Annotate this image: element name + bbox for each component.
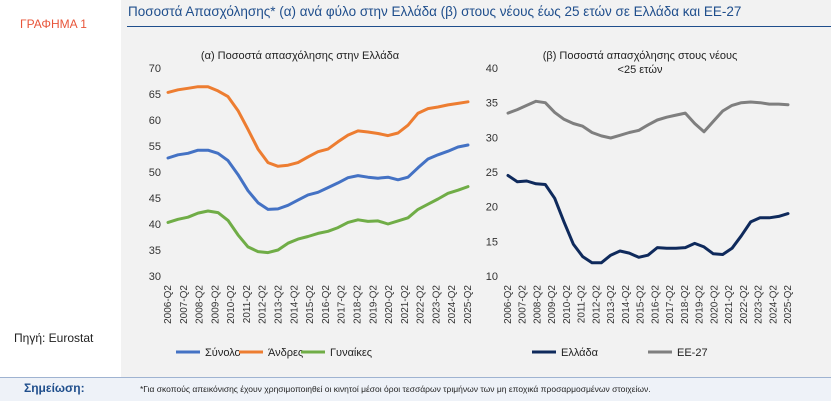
- x-tick-label: 2024-Q2: [768, 285, 779, 324]
- panel-a-title: (α) Ποσοστά απασχόλησης στην Ελλάδα: [201, 50, 400, 62]
- series-line-total: [166, 143, 470, 211]
- x-tick-label: 2022-Q2: [739, 285, 750, 324]
- y-tick-label: 35: [149, 245, 161, 257]
- x-tick-label: 2018-Q2: [680, 285, 691, 324]
- x-tick-label: 2007-Q2: [518, 285, 529, 324]
- main-panel: [121, 0, 831, 377]
- x-tick-label: 2007-Q2: [179, 285, 190, 324]
- title-divider: [127, 26, 831, 27]
- y-tick-label: 15: [486, 236, 498, 248]
- x-tick-label: 2023-Q2: [431, 285, 442, 324]
- y-tick-label: 30: [486, 132, 498, 144]
- left-panel: [0, 0, 121, 377]
- y-tick-label: 50: [149, 167, 161, 179]
- x-tick-label: 2006-Q2: [503, 285, 514, 324]
- x-tick-label: 2018-Q2: [352, 285, 363, 324]
- x-tick-label: 2012-Q2: [258, 285, 269, 324]
- y-tick-label: 40: [149, 219, 161, 231]
- x-tick-label: 2010-Q2: [226, 285, 237, 324]
- x-tick-label: 2019-Q2: [368, 285, 379, 324]
- y-tick-label: 40: [486, 63, 498, 75]
- y-tick-label: 20: [486, 202, 498, 214]
- y-tick-label: 65: [149, 89, 161, 101]
- x-tick-label: 2015-Q2: [636, 285, 647, 324]
- x-tick-label: 2015-Q2: [305, 285, 316, 324]
- legend-label: Γυναίκες: [330, 347, 372, 359]
- x-tick-label: 2013-Q2: [606, 285, 617, 324]
- y-tick-label: 30: [149, 271, 161, 283]
- charts-svg: (α) Ποσοστά απασχόλησης στην Ελλάδα 70 65 6…: [149, 50, 794, 359]
- x-tick-label: 2013-Q2: [274, 285, 285, 324]
- figure-title: Ποσοστά Απασχόλησης* (α) ανά φύλο στην Ε…: [128, 4, 742, 19]
- x-tick-label: 2025-Q2: [783, 285, 794, 324]
- y-tick-label: 70: [149, 63, 161, 75]
- x-tick-label: 2021-Q2: [724, 285, 735, 324]
- x-tick-label: 2016-Q2: [321, 285, 332, 324]
- series-line-men: [166, 85, 470, 168]
- x-tick-label: 2008-Q2: [532, 285, 543, 324]
- y-tick-label: 10: [486, 271, 498, 283]
- x-tick-label: 2010-Q2: [562, 285, 573, 324]
- x-tick-label: 2021-Q2: [400, 285, 411, 324]
- panel-b-title: (β) Ποσοστά απασχόλησης στους νέους: [543, 50, 738, 62]
- x-tick-label: 2009-Q2: [547, 285, 558, 324]
- x-tick-label: 2008-Q2: [195, 285, 206, 324]
- x-tick-label: 2024-Q2: [447, 285, 458, 324]
- x-tick-label: 2012-Q2: [591, 285, 602, 324]
- y-tick-label: 35: [486, 98, 498, 110]
- x-tick-label: 2017-Q2: [665, 285, 676, 324]
- series-line-greece: [506, 174, 790, 265]
- x-tick-label: 2011-Q2: [242, 285, 253, 324]
- x-tick-label: 2006-Q2: [163, 285, 174, 324]
- x-tick-label: 2016-Q2: [650, 285, 661, 324]
- x-tick-label: 2011-Q2: [577, 285, 588, 324]
- x-tick-label: 2020-Q2: [709, 285, 720, 324]
- x-tick-label: 2022-Q2: [416, 285, 427, 324]
- y-tick-label: 45: [149, 193, 161, 205]
- x-tick-label: 2020-Q2: [384, 285, 395, 324]
- source-text: Πηγή: Eurostat: [14, 331, 94, 345]
- legend-label: Σύνολο: [205, 347, 241, 359]
- x-tick-label: 2023-Q2: [754, 285, 765, 324]
- panel-b-title-line2: <25 ετών: [618, 64, 663, 76]
- x-tick-label: 2017-Q2: [337, 285, 348, 324]
- y-tick-label: 55: [149, 141, 161, 153]
- x-tick-label: 2019-Q2: [695, 285, 706, 324]
- series-line-women: [166, 185, 470, 255]
- y-tick-label: 60: [149, 115, 161, 127]
- y-tick-label: 25: [486, 167, 498, 179]
- graph-label: ΓΡΑΦΗΜΑ 1: [20, 17, 87, 31]
- note-label: Σημείωση:: [24, 381, 85, 395]
- x-tick-label: 2025-Q2: [463, 285, 474, 324]
- note-bar: [0, 377, 831, 401]
- legend-label: ΕΕ-27: [677, 347, 708, 359]
- x-tick-label: 2014-Q2: [289, 285, 300, 324]
- x-tick-label: 2014-Q2: [621, 285, 632, 324]
- note-text: *Για σκοπούς απεικόνισης έχουν χρησιμοπο…: [140, 384, 651, 394]
- legend-label: Ελλάδα: [561, 347, 599, 359]
- legend-label: Άνδρες: [268, 347, 303, 359]
- x-tick-label: 2009-Q2: [210, 285, 221, 324]
- series-line-eu27: [506, 99, 790, 140]
